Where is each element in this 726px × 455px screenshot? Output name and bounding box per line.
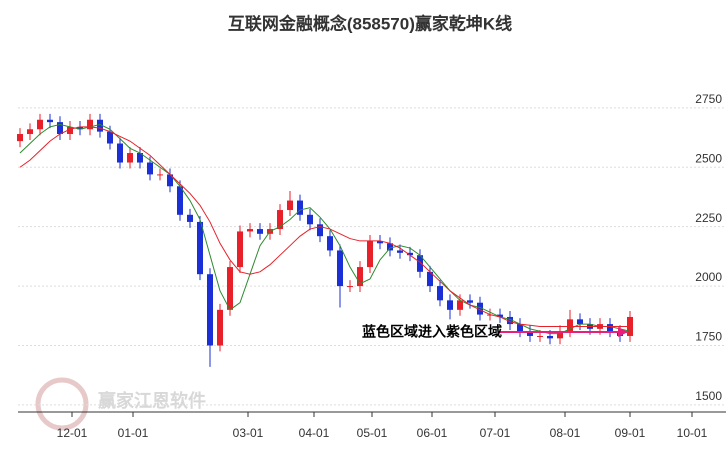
candle-body [537,335,543,337]
candle-body [177,186,183,215]
watermark: 赢家江恩软件 [98,390,206,411]
moving-average [19,123,631,335]
candle-body [517,324,523,332]
x-tick-label: 09-01 [615,426,646,440]
candle-body [567,319,573,332]
y-tick-label: 2000 [695,270,722,284]
candle-body [97,119,103,132]
annotation-arrowhead [618,327,628,337]
candle-body [187,214,193,222]
y-tick-label: 1750 [695,330,722,344]
candle-body [57,122,63,135]
candle-body [237,231,243,268]
candle-body [207,274,213,346]
x-tick-label: 08-01 [550,426,581,440]
candle-body [37,119,43,130]
candle-body [117,143,123,163]
candle-body [247,229,253,232]
candle-body [447,300,453,310]
x-tick-label: 05-01 [357,426,388,440]
y-tick-label: 2750 [695,92,722,106]
x-tick-label: 12-01 [57,426,88,440]
x-tick-label: 06-01 [417,426,448,440]
candle-body [157,174,163,176]
candle-body [497,314,503,317]
candle-body [277,210,283,230]
x-tick-label: 03-01 [233,426,264,440]
candle-body [397,250,403,253]
y-tick-label: 1500 [695,389,722,403]
candle-body [557,331,563,339]
candle-body [127,153,133,163]
candle-body [547,335,553,339]
candle-body [347,286,353,288]
x-tick-label: 07-01 [480,426,511,440]
candle-body [27,129,33,135]
candle-body [287,200,293,211]
candle-body [417,255,423,272]
candle-body [67,126,73,135]
candle-body [507,316,513,325]
candle-body [317,224,323,237]
candle-body [307,214,313,225]
candle-body [467,300,473,303]
candle-body [357,267,363,287]
candle-body [607,324,613,332]
candle-body [297,200,303,215]
candle-body [217,309,223,346]
candle-body [197,221,203,275]
candle-body [577,319,583,325]
candle-body [257,229,263,234]
annotation: 蓝色区域进入紫色区域 [362,324,502,340]
y-tick-label: 2250 [695,211,722,225]
candle-body [167,174,173,187]
candle-body [457,300,463,310]
candle-body [367,240,373,268]
candle-body [47,119,53,123]
candle-body [377,240,383,244]
candle-body [227,267,233,310]
candle-body [17,134,23,142]
x-tick-label: 10-01 [677,426,708,440]
candle-body [87,119,93,130]
moving-average [19,126,630,327]
x-tick-label: 01-01 [118,426,149,440]
chart-title: 互联网金融概念(858570)赢家乾坤K线 [228,13,512,33]
y-tick-label: 2500 [695,151,722,165]
candle-body [107,131,113,144]
candle-body [337,250,343,287]
candle-body [527,331,533,336]
x-tick-label: 04-01 [299,426,330,440]
candle-body [477,302,483,315]
candle-body [327,236,333,251]
candle-body [437,286,443,301]
candle-body [407,252,413,256]
candle-body [387,243,393,251]
candle-body [427,271,433,287]
candle-body [77,126,83,130]
candle-body [137,153,143,163]
watermark-logo [35,377,89,431]
candle-body [147,162,153,175]
